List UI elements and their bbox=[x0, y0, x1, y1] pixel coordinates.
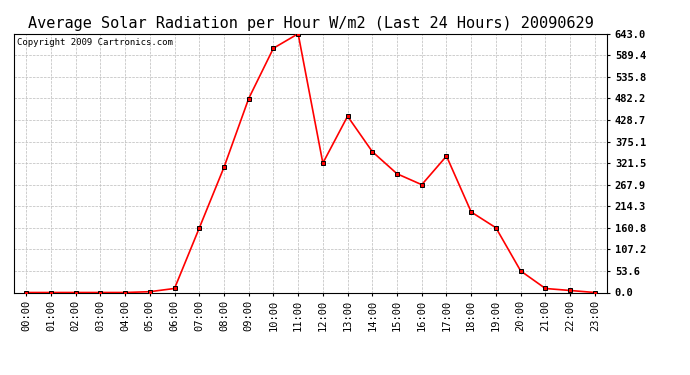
Text: Copyright 2009 Cartronics.com: Copyright 2009 Cartronics.com bbox=[17, 38, 172, 46]
Title: Average Solar Radiation per Hour W/m2 (Last 24 Hours) 20090629: Average Solar Radiation per Hour W/m2 (L… bbox=[28, 16, 593, 31]
